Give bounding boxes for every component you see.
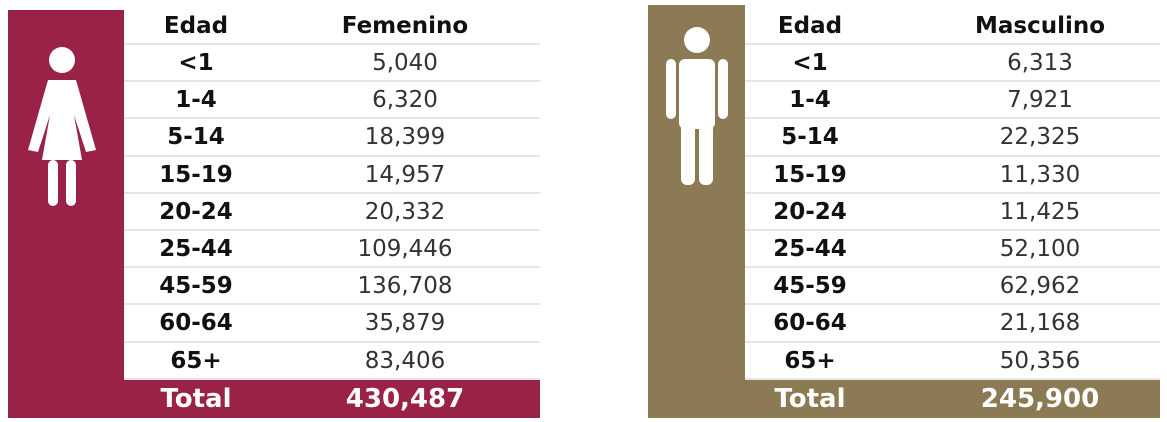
age-cell: 45-59 [159,273,233,300]
age-cell: 5-14 [781,124,839,151]
value-cell: 50,356 [999,347,1081,374]
row-separator [745,303,1160,306]
value-cell: 6,320 [372,87,438,114]
age-cell: 15-19 [159,161,233,188]
total-row: Total 430,487 [124,380,540,418]
age-cell: 20-24 [773,198,847,225]
row-separator [124,117,540,120]
row-separator [745,191,1160,194]
value-cell: 22,325 [999,124,1081,151]
age-cell: 5-14 [167,124,225,151]
age-cell: 25-44 [159,236,233,262]
row-separator [745,266,1160,269]
value-cell: 35,879 [364,310,446,337]
female-band [8,10,124,418]
row-separator [124,80,540,83]
total-row: Total 245,900 [745,380,1160,418]
age-cell: 45-59 [773,273,847,300]
value-cell: 136,708 [357,273,453,300]
header-cell: Edad [777,13,843,39]
total-value: 245,900 [980,384,1100,414]
row-separator [745,117,1160,120]
value-cell: 109,446 [357,236,453,262]
row-separator [124,191,540,194]
row-separator [124,229,540,231]
value-cell: 11,330 [999,161,1081,188]
value-cell: 62,962 [999,273,1081,300]
total-value: 430,487 [345,384,465,414]
header-cell: Femenino [341,13,469,39]
row-separator [124,303,540,306]
value-cell: 6,313 [1007,50,1073,76]
total-label: Total [160,384,232,414]
age-cell: <1 [792,50,828,76]
row-separator [124,340,540,343]
male-icon [666,27,728,185]
age-cell: 1-4 [789,87,831,114]
value-cell: 83,406 [364,347,446,374]
male-band [648,5,745,418]
row-separator [124,154,540,157]
row-separator [124,43,540,45]
row-separator [745,377,1160,380]
age-cell: 25-44 [773,236,847,262]
row-separator [124,266,540,269]
row-separator [745,154,1160,157]
value-cell: 21,168 [999,310,1081,337]
row-separator [745,43,1160,45]
row-separator [124,377,540,380]
value-cell: 18,399 [364,124,446,151]
age-cell: 65+ [170,347,222,374]
age-cell: 1-4 [175,87,217,114]
value-cell: 11,425 [999,198,1081,225]
row-separator [745,229,1160,231]
total-label: Total [774,384,846,414]
header-cell: Edad [163,13,229,39]
row-separator [745,80,1160,83]
value-cell: 7,921 [1007,87,1073,114]
value-cell: 14,957 [364,161,446,188]
value-cell: 52,100 [999,236,1081,262]
header-cell: Masculino [974,13,1106,39]
row-separator [745,340,1160,343]
age-cell: 60-64 [159,310,233,337]
value-cell: 5,040 [372,50,438,76]
age-cell: 60-64 [773,310,847,337]
age-cell: <1 [178,50,214,76]
age-cell: 65+ [784,347,836,374]
female-icon [28,47,96,206]
age-cell: 20-24 [159,198,233,225]
value-cell: 20,332 [364,198,446,225]
age-cell: 15-19 [773,161,847,188]
